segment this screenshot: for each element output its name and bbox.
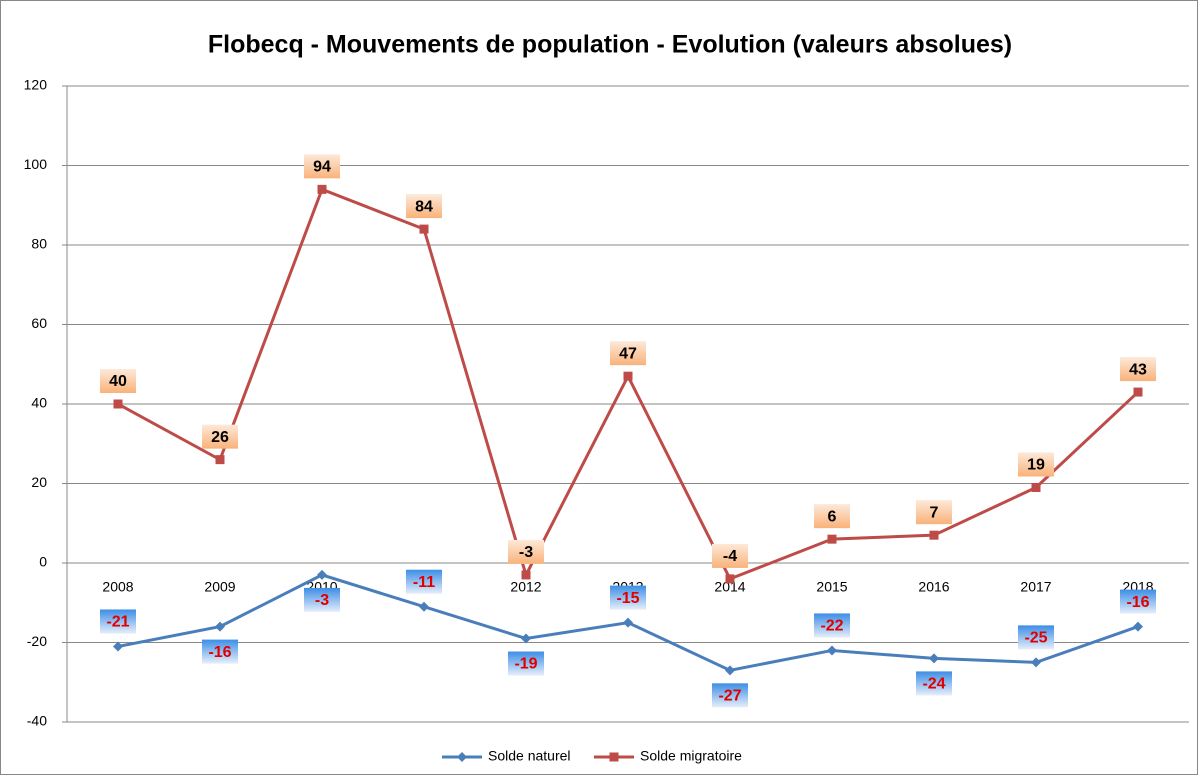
data-label: -22 bbox=[820, 618, 843, 635]
data-label-box bbox=[814, 613, 850, 638]
data-label-box bbox=[610, 585, 646, 610]
data-label: 94 bbox=[313, 159, 331, 176]
data-label-box bbox=[304, 154, 340, 179]
point-marker bbox=[419, 224, 429, 234]
data-label-box bbox=[202, 639, 238, 664]
x-tick-label: 2015 bbox=[816, 579, 847, 595]
point-marker bbox=[113, 641, 123, 652]
data-label-box bbox=[1120, 357, 1156, 382]
y-tick-label: 120 bbox=[24, 77, 48, 93]
data-label: -27 bbox=[718, 688, 741, 705]
y-tick-label: -40 bbox=[27, 713, 47, 729]
point-marker bbox=[113, 399, 123, 409]
x-tick-label: 2009 bbox=[204, 579, 235, 595]
point-marker bbox=[215, 621, 225, 632]
point-marker bbox=[521, 570, 531, 580]
data-label-box bbox=[202, 424, 238, 449]
data-label: 40 bbox=[109, 373, 127, 390]
data-label: -3 bbox=[519, 544, 533, 561]
point-marker bbox=[725, 665, 735, 676]
y-tick-label: -20 bbox=[27, 633, 47, 649]
point-marker bbox=[929, 530, 939, 540]
legend-marker bbox=[457, 752, 467, 762]
legend-label: Solde migratoire bbox=[640, 748, 742, 764]
data-label: -3 bbox=[315, 592, 329, 609]
point-marker bbox=[623, 617, 633, 628]
y-tick-label: 20 bbox=[31, 474, 47, 490]
data-label-box bbox=[508, 539, 544, 564]
data-label-box bbox=[508, 651, 544, 676]
point-marker bbox=[419, 601, 429, 612]
point-marker bbox=[317, 569, 327, 580]
point-marker bbox=[725, 574, 735, 584]
x-tick-label: 2008 bbox=[102, 579, 133, 595]
data-label-box bbox=[712, 543, 748, 568]
data-label: -11 bbox=[413, 574, 435, 591]
point-marker bbox=[215, 455, 225, 465]
data-label: -16 bbox=[1126, 594, 1149, 611]
point-marker bbox=[929, 653, 939, 664]
data-label-box bbox=[1018, 452, 1054, 477]
point-marker bbox=[317, 184, 327, 194]
data-label: 19 bbox=[1027, 457, 1045, 474]
y-tick-label: 80 bbox=[31, 236, 47, 252]
data-label: -25 bbox=[1024, 630, 1047, 647]
point-marker bbox=[1031, 657, 1041, 668]
data-label-box bbox=[712, 683, 748, 708]
point-marker bbox=[827, 645, 837, 656]
data-label-box bbox=[406, 194, 442, 219]
data-label: 6 bbox=[828, 508, 837, 525]
data-label: -15 bbox=[616, 590, 639, 607]
y-tick-label: 40 bbox=[31, 395, 47, 411]
legend-label: Solde naturel bbox=[488, 748, 571, 764]
data-label: -4 bbox=[723, 548, 737, 565]
y-tick-label: 100 bbox=[24, 156, 48, 172]
data-label-box bbox=[304, 587, 340, 612]
legend-marker bbox=[609, 752, 619, 762]
data-label-box bbox=[100, 369, 136, 393]
data-label-box bbox=[1018, 625, 1054, 650]
y-tick-label: 0 bbox=[39, 554, 47, 570]
data-label: 7 bbox=[930, 504, 939, 521]
chart-title: Flobecq - Mouvements de population - Evo… bbox=[208, 31, 1012, 59]
data-label-box bbox=[916, 671, 952, 696]
x-tick-label: 2016 bbox=[918, 579, 949, 595]
data-label-box bbox=[100, 609, 136, 634]
data-label: -24 bbox=[922, 676, 945, 693]
x-tick-label: 2012 bbox=[510, 579, 541, 595]
data-label: -21 bbox=[106, 614, 129, 631]
data-label-box bbox=[406, 569, 442, 594]
point-marker bbox=[1031, 482, 1041, 492]
data-label: -19 bbox=[514, 656, 537, 673]
data-label-box bbox=[814, 504, 850, 529]
data-label-box bbox=[916, 500, 952, 525]
data-label: 47 bbox=[619, 345, 637, 362]
y-tick-label: 60 bbox=[31, 315, 47, 331]
point-marker bbox=[521, 633, 531, 644]
data-label: 84 bbox=[415, 198, 433, 215]
x-tick-label: 2017 bbox=[1020, 579, 1051, 595]
point-marker bbox=[827, 534, 837, 544]
point-marker bbox=[623, 371, 633, 381]
point-marker bbox=[1133, 387, 1143, 397]
data-label: 43 bbox=[1129, 361, 1147, 378]
point-marker bbox=[1133, 621, 1143, 632]
data-label-box bbox=[610, 341, 646, 366]
x-tick-label: 2014 bbox=[714, 579, 745, 595]
data-label: 26 bbox=[211, 429, 229, 446]
data-label: -16 bbox=[208, 644, 231, 661]
data-label-box bbox=[1120, 589, 1156, 614]
